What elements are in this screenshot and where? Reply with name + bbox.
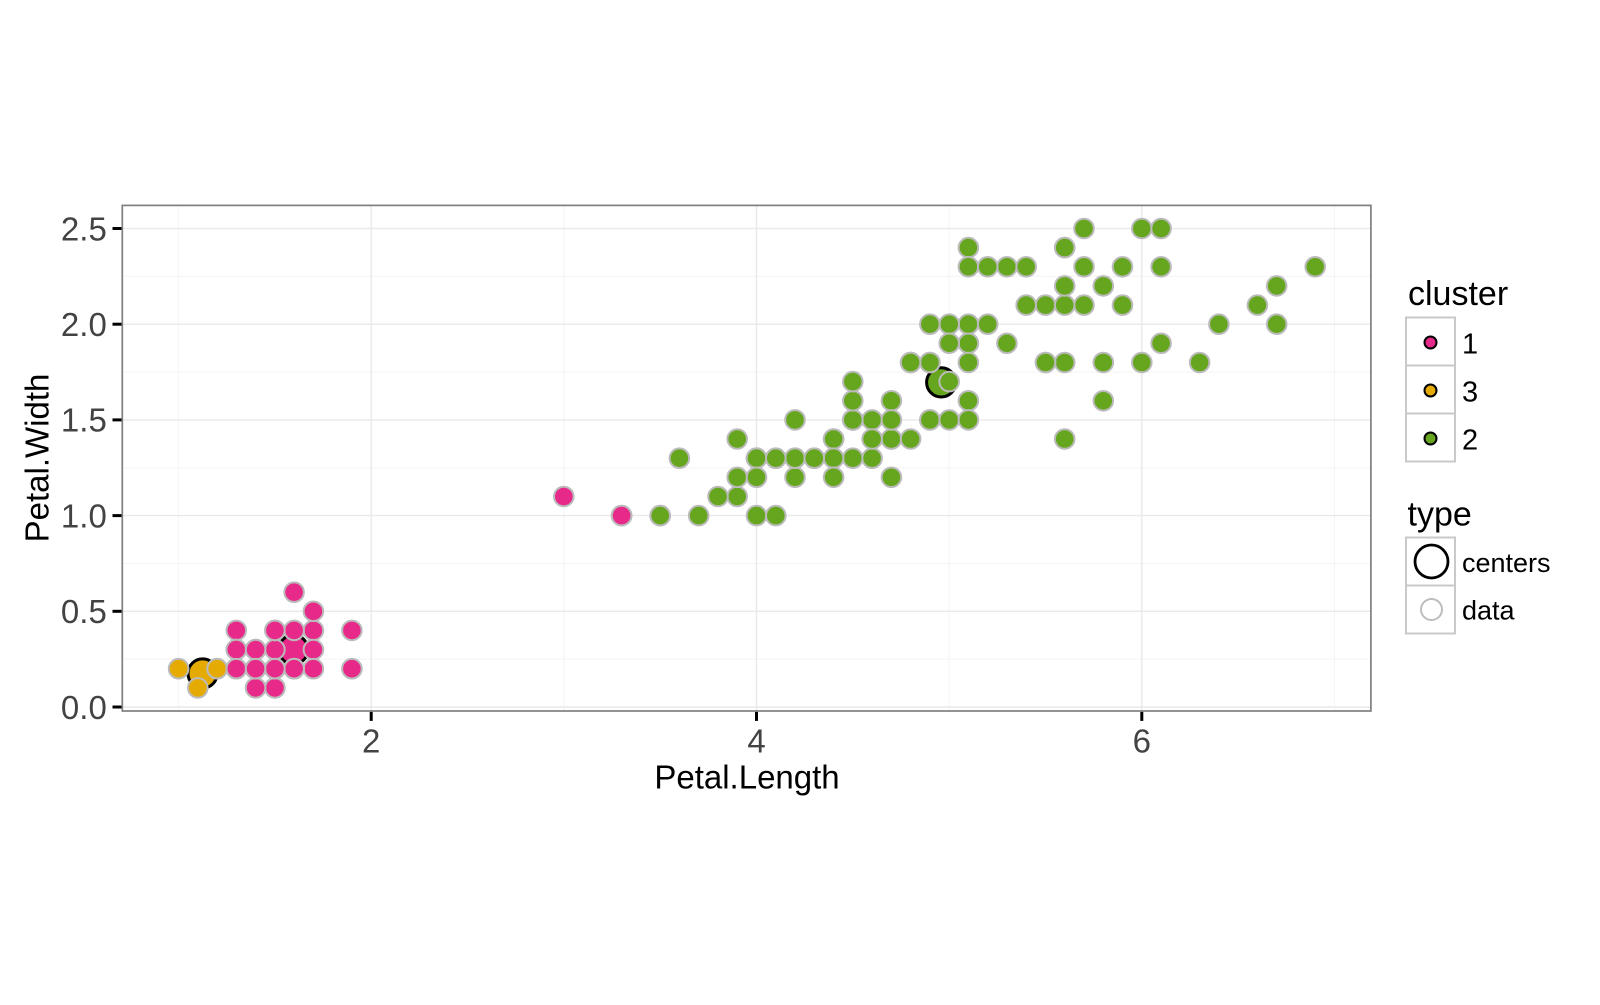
svg-text:6: 6 — [1133, 722, 1151, 759]
svg-text:0.0: 0.0 — [61, 689, 107, 726]
svg-text:2.0: 2.0 — [61, 306, 107, 343]
svg-text:4: 4 — [747, 722, 765, 759]
svg-text:2: 2 — [362, 722, 380, 759]
svg-text:1.5: 1.5 — [61, 402, 107, 439]
svg-text:data: data — [1462, 596, 1516, 626]
svg-text:2: 2 — [1462, 424, 1478, 456]
svg-text:type: type — [1408, 496, 1472, 534]
svg-text:Petal.Width: Petal.Width — [19, 374, 56, 543]
svg-text:1: 1 — [1462, 328, 1478, 360]
svg-text:cluster: cluster — [1408, 275, 1508, 313]
svg-text:Petal.Length: Petal.Length — [654, 759, 839, 796]
svg-text:centers: centers — [1462, 548, 1551, 578]
svg-text:3: 3 — [1462, 376, 1478, 408]
svg-text:0.5: 0.5 — [61, 593, 107, 630]
svg-text:1.0: 1.0 — [61, 497, 107, 534]
svg-text:2.5: 2.5 — [61, 210, 107, 247]
